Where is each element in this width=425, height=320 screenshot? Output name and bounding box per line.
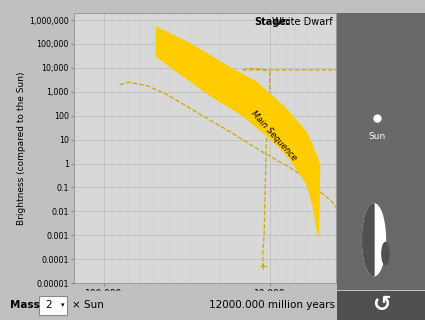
X-axis label: Temperature (Kelvin): Temperature (Kelvin) — [158, 300, 252, 309]
Text: ↺: ↺ — [372, 295, 390, 315]
Text: Mass: Mass — [10, 300, 40, 310]
Text: × Sun: × Sun — [72, 300, 104, 310]
Text: ▾: ▾ — [61, 302, 64, 308]
Text: Stage:: Stage: — [255, 17, 291, 27]
FancyBboxPatch shape — [39, 296, 68, 315]
Polygon shape — [156, 27, 320, 235]
Text: White Dwarf: White Dwarf — [272, 17, 332, 27]
Text: 12000.000 million years: 12000.000 million years — [209, 300, 335, 310]
Circle shape — [382, 243, 389, 265]
Text: 2: 2 — [45, 300, 51, 310]
Circle shape — [363, 204, 385, 276]
Wedge shape — [363, 204, 374, 276]
Y-axis label: Brightness (compared to the Sun): Brightness (compared to the Sun) — [17, 71, 26, 225]
Text: Sun: Sun — [368, 132, 385, 141]
Text: Main Sequence: Main Sequence — [249, 109, 298, 162]
